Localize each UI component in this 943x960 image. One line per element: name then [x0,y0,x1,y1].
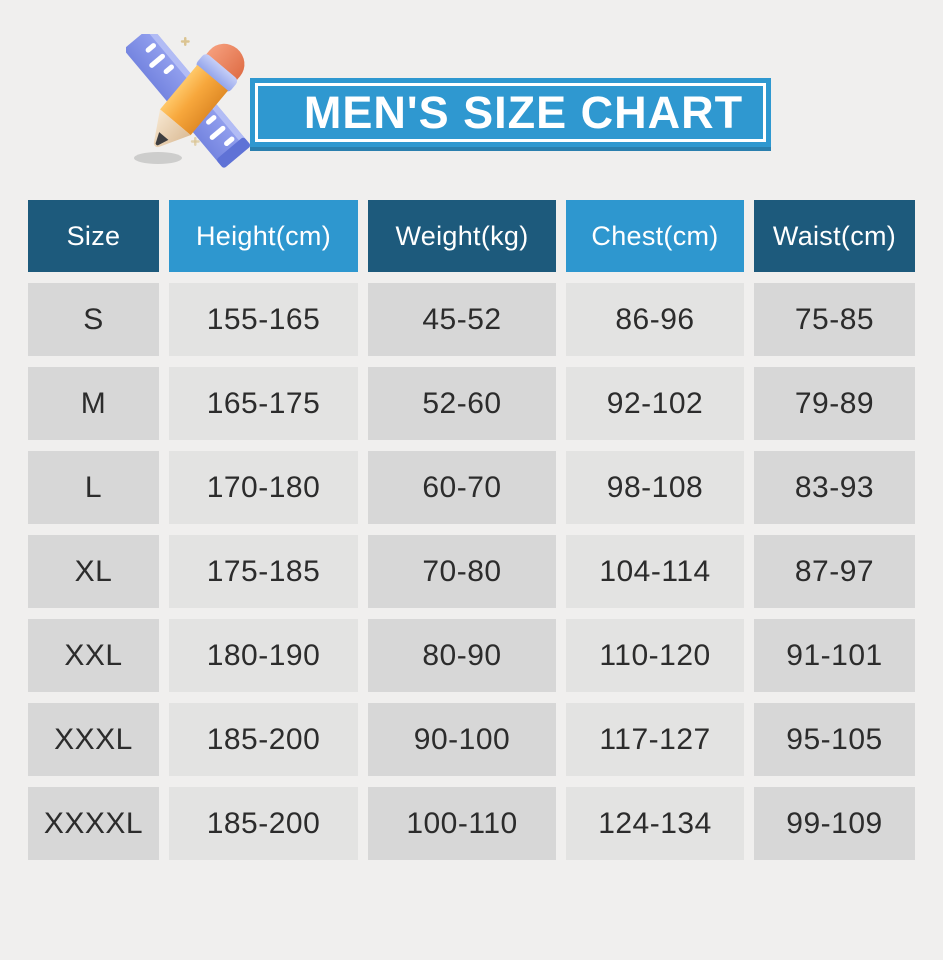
pencil-icon [153,43,245,148]
sparkle-icon [180,37,200,146]
height-cell: 155-165 [169,283,358,356]
weight-cell: 60-70 [368,451,556,524]
height-cell: 185-200 [169,703,358,776]
pencil-and-ruler-icon [124,27,268,168]
waist-cell: 91-101 [754,619,915,692]
page-title: MEN'S SIZE CHART [303,86,744,138]
height-cell: 180-190 [169,619,358,692]
chest-cell: 124-134 [566,787,744,860]
size-cell: XL [28,535,159,608]
size-table: Size Height(cm) Weight(kg) Chest(cm) Wai… [28,200,915,860]
waist-cell: 79-89 [754,367,915,440]
height-cell: 175-185 [169,535,358,608]
weight-cell: 52-60 [368,367,556,440]
col-header-waist: Waist(cm) [754,200,915,272]
size-cell: XXL [28,619,159,692]
weight-cell: 90-100 [368,703,556,776]
waist-cell: 83-93 [754,451,915,524]
weight-cell: 80-90 [368,619,556,692]
weight-cell: 100-110 [368,787,556,860]
col-header-size: Size [28,200,159,272]
pencil-ruler-svg [124,27,250,168]
chest-cell: 117-127 [566,703,744,776]
size-cell: M [28,367,159,440]
col-header-chest: Chest(cm) [566,200,744,272]
chest-cell: 86-96 [566,283,744,356]
col-header-weight: Weight(kg) [368,200,556,272]
height-cell: 170-180 [169,451,358,524]
waist-cell: 75-85 [754,283,915,356]
chest-cell: 92-102 [566,367,744,440]
chest-cell: 104-114 [566,535,744,608]
weight-cell: 70-80 [368,535,556,608]
weight-cell: 45-52 [368,283,556,356]
chest-cell: 98-108 [566,451,744,524]
title-banner: MEN'S SIZE CHART [250,78,771,147]
col-header-height: Height(cm) [169,200,358,272]
size-cell: XXXXL [28,787,159,860]
waist-cell: 95-105 [754,703,915,776]
waist-cell: 87-97 [754,535,915,608]
height-cell: 165-175 [169,367,358,440]
chest-cell: 110-120 [566,619,744,692]
size-cell: L [28,451,159,524]
icon-shadow [134,152,182,164]
size-cell: S [28,283,159,356]
size-cell: XXXL [28,703,159,776]
waist-cell: 99-109 [754,787,915,860]
height-cell: 185-200 [169,787,358,860]
